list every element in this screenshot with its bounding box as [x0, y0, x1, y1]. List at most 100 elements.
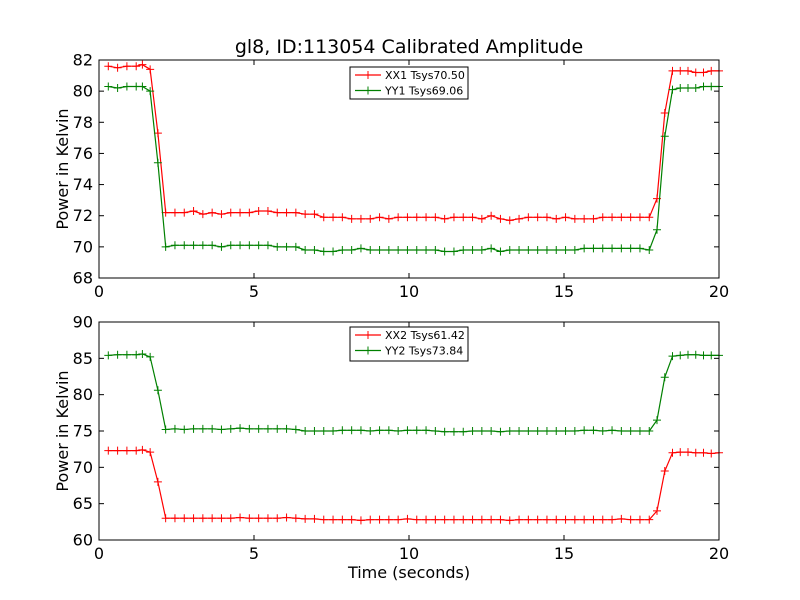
bottom-series-1-point: [626, 515, 635, 524]
bottom-series-1-point: [668, 448, 677, 457]
bottom-series-2-point: [310, 427, 319, 435]
bottom-series-1-point: [366, 515, 375, 524]
top-series-1-point: [132, 62, 141, 71]
top-series-1-point: [660, 108, 669, 117]
bottom-series-1-point: [113, 446, 122, 455]
top-legend-box: [349, 66, 469, 100]
top-series-2-point: [440, 247, 449, 256]
top-series-1-point: [542, 213, 551, 222]
bottom-x-tick-label: 10: [399, 544, 419, 563]
bottom-series-1-point: [301, 514, 310, 523]
top-series-1-point: [496, 214, 505, 223]
bottom-series-2-point: [153, 386, 162, 395]
bottom-series-1-point: [635, 515, 644, 524]
bottom-series-1-point: [198, 514, 207, 523]
bottom-series-1-point: [310, 514, 319, 523]
top-series-1-point: [310, 210, 319, 219]
bottom-series-1-point: [653, 506, 661, 515]
top-series-2-point: [226, 241, 235, 250]
bottom-series-2-point: [217, 425, 226, 434]
bottom-series-1-point: [403, 514, 412, 523]
top-series-1-point: [691, 68, 700, 77]
bottom-y-tick-label: 80: [73, 385, 93, 404]
bottom-series-1-point: [676, 448, 685, 457]
bottom-series-2-point: [329, 427, 338, 435]
bottom-series-1-point: [468, 515, 477, 524]
chart-title: gl8, ID:113054 Calibrated Amplitude: [235, 36, 583, 58]
top-series-1-point: [356, 214, 365, 223]
top-series-2-point: [384, 245, 393, 254]
top-series-1-point: [273, 208, 282, 217]
bottom-series-2-point: [122, 350, 131, 359]
bottom-series-2-point: [440, 427, 449, 436]
bottom-series-2-point: [542, 427, 551, 435]
bottom-series-2-point: [699, 351, 708, 360]
bottom-series-2-point: [676, 351, 685, 360]
top-series-2-point: [138, 82, 147, 91]
bottom-series-1-point: [459, 515, 468, 524]
bottom-series-1-point: [104, 446, 113, 455]
bottom-series-1-point: [347, 515, 356, 524]
top-series-2-point: [459, 245, 468, 254]
top-series-2-point: [263, 241, 272, 250]
top-series-2-point: [356, 244, 365, 253]
bottom-series-2-point: [468, 427, 477, 435]
top-series-2-point: [254, 241, 263, 250]
top-series-1-point: [384, 214, 393, 223]
bottom-series-1-point: [208, 514, 217, 523]
bottom-series-2-point: [515, 427, 524, 435]
top-series-1-point: [208, 208, 217, 217]
bottom-series-2-point: [617, 427, 626, 435]
top-series-2-point: [496, 247, 505, 256]
bottom-series-2-point: [431, 427, 440, 435]
bottom-legend-marker-1: [364, 331, 372, 339]
bottom-series-1-point: [496, 515, 505, 524]
top-series-1-point: [189, 207, 198, 216]
top-series-1-point: [699, 68, 708, 77]
bottom-series-1-point: [132, 446, 141, 455]
bottom-x-tick-label: 5: [249, 544, 259, 563]
bottom-series-2-point: [254, 424, 263, 433]
bottom-series-2-point: [394, 427, 403, 435]
bottom-series-2-point: [347, 426, 356, 435]
top-x-tick-label: 5: [249, 282, 259, 301]
top-series-2-point: [198, 241, 207, 250]
bottom-series-2-point: [291, 425, 300, 434]
top-series-1-point: [668, 66, 677, 75]
bottom-series-2-point: [319, 427, 328, 435]
top-series-2-point: [608, 244, 617, 253]
bottom-series-2-point: [691, 350, 700, 359]
bottom-series-1-point: [505, 516, 514, 525]
top-series-2-point: [329, 247, 338, 256]
top-series-1-point: [291, 208, 300, 217]
top-series-2-point: [366, 245, 375, 254]
bottom-series-1-point: [515, 515, 524, 524]
bottom-series-2-point: [403, 426, 412, 435]
top-x-tick-label: 15: [554, 282, 574, 301]
top-plot: 0 5 10 15 20 68 70 72 74 76 78 80 82 XX1 Tsys70.50 YY1…: [73, 51, 730, 302]
top-series-2-point: [626, 244, 635, 253]
top-series-1-point: [515, 214, 524, 223]
top-series-2-point: [113, 84, 122, 93]
bottom-series-2-point: [301, 427, 310, 435]
bottom-series-2-point: [626, 427, 635, 435]
bottom-series-1-point: [691, 448, 700, 457]
top-series-1-point: [707, 66, 716, 75]
top-series-1-point: [580, 214, 589, 223]
bottom-series-1-point: [707, 449, 716, 458]
bottom-series-2-point: [570, 427, 579, 435]
bottom-series-1-point: [138, 445, 147, 454]
top-series-2-point: [431, 245, 440, 254]
bottom-series-2-point: [138, 349, 147, 358]
bottom-series-2-point: [653, 416, 661, 425]
bottom-series-1-point: [542, 515, 551, 524]
bottom-series-2-point: [104, 351, 113, 360]
top-y-tick-label: 70: [73, 237, 93, 256]
bottom-series-1-point: [180, 514, 189, 523]
top-series-2-point: [217, 242, 226, 251]
top-series-1-point: [608, 213, 617, 222]
top-series-1-point: [676, 66, 685, 75]
bottom-x-tick-label: 0: [94, 544, 104, 563]
bottom-series-1-point: [477, 515, 486, 524]
top-series-1-point: [301, 210, 310, 219]
